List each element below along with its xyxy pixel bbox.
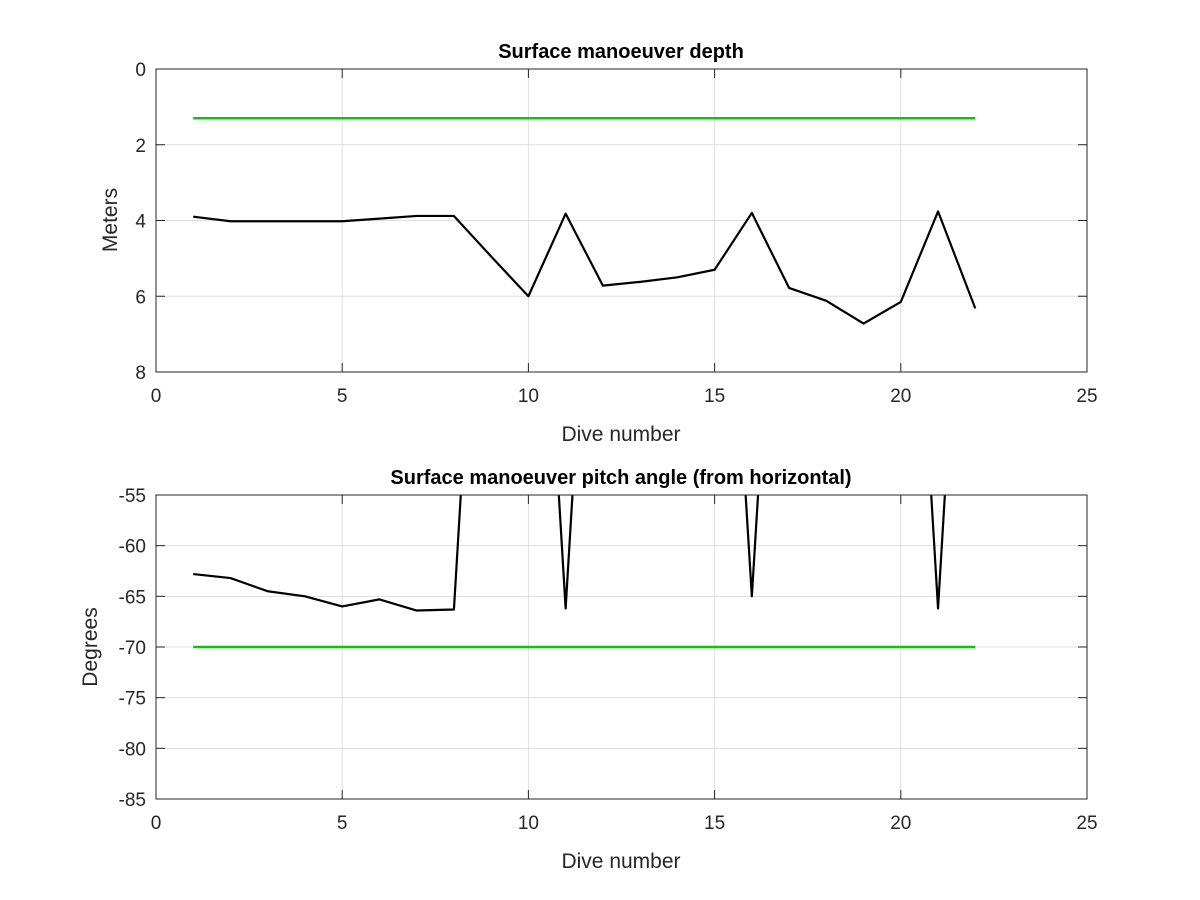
depth-x-tick-label: 5 xyxy=(337,386,348,407)
depth-y-tick-label: 8 xyxy=(135,363,146,384)
depth-y-tick-label: 6 xyxy=(135,287,146,308)
depth-ticks: 0 5 10 15 20 25 0 2 4 6 8 xyxy=(135,60,1097,407)
pitch-y-tick-label: -65 xyxy=(119,587,146,608)
pitch-chart: 0 5 10 15 20 25 -55 -60 -65 -70 -75 -80 -85 Surface … xyxy=(79,467,1098,873)
pitch-x-tick-label: 20 xyxy=(890,813,911,834)
depth-y-tick-label: 4 xyxy=(135,212,146,233)
depth-x-tick-label: 20 xyxy=(890,386,911,407)
pitch-y-tick-label: -75 xyxy=(119,689,146,710)
depth-x-tick-label: 10 xyxy=(518,386,539,407)
pitch-y-tick-label: -80 xyxy=(119,739,146,760)
depth-x-tick-label: 0 xyxy=(151,386,162,407)
depth-measured-line xyxy=(193,210,977,325)
pitch-x-tick-label: 5 xyxy=(337,813,348,834)
pitch-x-tick-label: 15 xyxy=(704,813,725,834)
pitch-chart-title: Surface manoeuver pitch angle (from hori… xyxy=(390,467,851,489)
pitch-x-axis-label: Dive number xyxy=(561,850,680,873)
pitch-y-axis-label: Degrees xyxy=(79,607,102,686)
depth-x-tick-label: 15 xyxy=(704,386,725,407)
pitch-x-tick-label: 25 xyxy=(1076,813,1097,834)
depth-x-tick-label: 25 xyxy=(1076,386,1097,407)
depth-y-tick-label: 0 xyxy=(135,60,146,81)
depth-x-axis-label: Dive number xyxy=(561,423,680,446)
depth-y-tick-label: 2 xyxy=(135,136,146,157)
depth-y-axis-label: Meters xyxy=(99,188,122,252)
pitch-y-tick-label: -70 xyxy=(119,638,146,659)
pitch-x-tick-label: 0 xyxy=(151,813,162,834)
depth-series xyxy=(193,117,977,325)
depth-chart-title: Surface manoeuver depth xyxy=(498,41,744,63)
pitch-series xyxy=(193,495,976,649)
pitch-measured-line xyxy=(193,495,946,612)
pitch-y-tick-label: -85 xyxy=(119,790,146,811)
pitch-y-tick-label: -55 xyxy=(119,486,146,507)
pitch-x-tick-label: 10 xyxy=(518,813,539,834)
pitch-ticks: 0 5 10 15 20 25 -55 -60 -65 -70 -75 -80 -85 xyxy=(119,486,1098,834)
pitch-y-tick-label: -60 xyxy=(119,537,146,558)
